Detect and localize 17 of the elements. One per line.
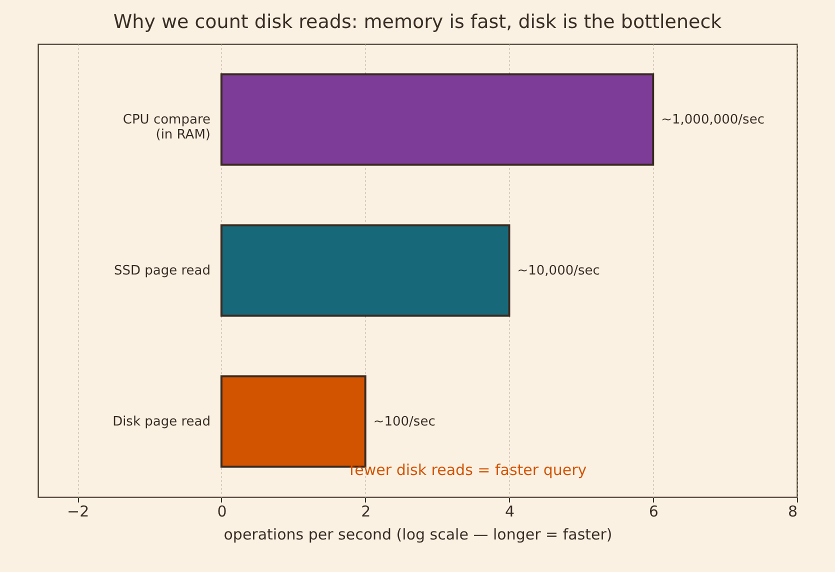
x-tick-label: 8 — [788, 502, 798, 520]
annotation: ~10,000/sec — [517, 264, 600, 278]
y-tick-label: SSD page read — [114, 264, 210, 278]
x-tick-label: 0 — [217, 502, 227, 520]
x-axis-title: operations per second (log scale — longer = faster) — [224, 526, 612, 544]
annotation: ~1,000,000/sec — [661, 112, 764, 128]
bar — [220, 224, 510, 317]
x-tick-label: 6 — [648, 502, 658, 520]
x-tick-label: 2 — [361, 502, 371, 520]
x-tick-label: 4 — [504, 502, 514, 520]
y-tick-label: CPU compare (in RAM) — [122, 112, 210, 142]
annotation: ~100/sec — [373, 414, 436, 430]
annotation: fewer disk reads = faster query — [349, 461, 587, 479]
x-tick-label: −2 — [67, 502, 90, 520]
chart-title: Why we count disk reads: memory is fast, disk is the bottleneck — [113, 11, 722, 33]
y-tick-label: Disk page read — [112, 414, 210, 430]
bar — [220, 73, 654, 166]
